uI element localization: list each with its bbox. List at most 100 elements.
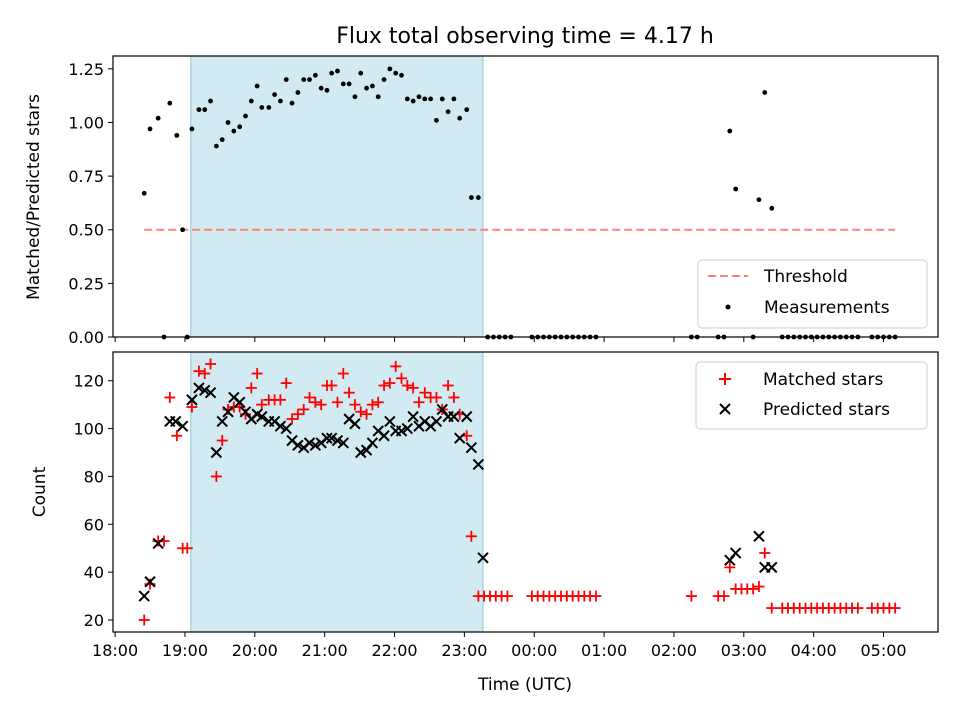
matched-star-point — [144, 578, 156, 590]
matched-star-point — [349, 399, 361, 411]
measurement-point — [289, 100, 295, 106]
matched-star-point — [590, 590, 602, 602]
predicted-star-point — [309, 439, 322, 452]
predicted-star-point — [395, 425, 408, 437]
bottom-axes-frame — [112, 351, 939, 633]
y-tick-label: 120 — [73, 372, 104, 391]
predicted-star-point — [321, 432, 333, 444]
measurement-point — [451, 96, 457, 102]
top-y-ticks: 0.00 0.25 0.50 0.75 1.00 1.25 — [68, 60, 113, 347]
matched-star-point — [309, 396, 321, 408]
predicted-star-point — [256, 410, 268, 423]
measurement-point — [410, 98, 416, 104]
matched-star-point — [286, 413, 298, 425]
measurement-point — [434, 117, 439, 123]
predicted-stars-series — [138, 382, 778, 602]
matched-star-point — [753, 581, 765, 593]
measurement-point — [248, 98, 254, 104]
measurement-point — [340, 81, 346, 87]
measurement-point — [141, 190, 147, 196]
measurement-point — [167, 100, 173, 106]
x-tick-label: 18:00 — [92, 641, 138, 660]
measurement-point — [174, 132, 180, 138]
measurement-point — [272, 92, 278, 98]
measurement-point — [301, 77, 307, 82]
top-x-ticks — [114, 337, 885, 342]
measurement-point — [231, 128, 237, 134]
matched-star-point — [372, 396, 384, 408]
predicted-star-point — [337, 437, 349, 449]
measurement-point — [375, 94, 381, 100]
predicted-star-point — [274, 420, 287, 432]
measurement-point — [422, 96, 428, 102]
predicted-star-point — [138, 590, 150, 602]
measurement-point — [278, 98, 283, 104]
x-tick-label: 23:00 — [441, 641, 487, 660]
measurement-point — [404, 96, 410, 102]
measurement-point — [369, 83, 375, 89]
measurement-point — [225, 120, 231, 125]
bottom-y-ticks: 20 40 60 80 100 120 — [73, 372, 113, 630]
bottom-legend-box — [695, 361, 928, 430]
measurement-point — [208, 98, 213, 104]
matched-star-point — [193, 365, 205, 377]
matched-star-point — [274, 394, 286, 406]
matched-star-point — [390, 360, 402, 372]
x-tick-label: 05:00 — [860, 641, 906, 660]
predicted-star-point — [430, 415, 443, 428]
matched-star-point — [186, 401, 198, 413]
measurement-point — [335, 68, 340, 74]
matched-star-point — [331, 396, 343, 408]
matched-star-point — [138, 614, 150, 626]
x-tick-label: 00:00 — [511, 641, 557, 660]
matched-star-point — [315, 399, 327, 411]
predicted-star-point — [204, 386, 217, 399]
measurement-point — [381, 77, 387, 82]
top-legend: Threshold Measurements — [697, 259, 928, 329]
top-axes-frame — [112, 55, 939, 338]
y-tick-label: 100 — [73, 420, 104, 439]
predicted-star-point — [448, 410, 460, 423]
legend-predicted-swatch — [719, 403, 731, 415]
x-tick-label: 20:00 — [232, 641, 278, 660]
legend-measurements-label: Measurements — [764, 298, 890, 318]
y-tick-label: 0.00 — [68, 328, 104, 347]
y-tick-label: 40 — [84, 563, 104, 582]
predicted-star-point — [472, 458, 485, 471]
x-tick-label: 02:00 — [651, 641, 697, 660]
matched-star-point — [724, 561, 736, 573]
shaded-observing-span — [190, 351, 484, 633]
measurement-point — [733, 186, 739, 192]
predicted-star-point — [378, 430, 390, 442]
predicted-star-point — [454, 432, 466, 444]
measurement-point — [155, 115, 161, 121]
measurement-point — [259, 105, 265, 110]
matched-star-point — [465, 530, 477, 542]
matched-star-point — [245, 382, 257, 394]
predicted-star-point — [477, 552, 489, 564]
measurement-point — [237, 124, 243, 130]
y-tick-label: 0.25 — [68, 274, 104, 293]
measurement-point — [756, 197, 762, 203]
predicted-star-point — [325, 432, 338, 444]
x-tick-label: 01:00 — [581, 641, 627, 660]
predicted-star-point — [753, 530, 765, 542]
predicted-star-point — [303, 437, 316, 449]
measurement-point — [416, 94, 422, 100]
measurement-point — [468, 195, 474, 200]
matched-star-point — [889, 602, 901, 614]
measurement-point — [329, 70, 335, 76]
matched-star-point — [292, 408, 304, 420]
y-tick-label: 1.00 — [68, 113, 104, 132]
measurement-point — [475, 195, 481, 200]
matched-star-point — [384, 377, 396, 389]
measurement-point — [307, 77, 312, 82]
bottom-x-ticks: 18:00 19:00 20:00 21:00 22:00 23:00 00:00 01:00… — [92, 632, 907, 660]
measurement-point — [180, 227, 186, 233]
measurement-point — [243, 113, 248, 119]
x-tick-label: 03:00 — [721, 641, 767, 660]
measurement-point — [324, 87, 330, 93]
predicted-star-point — [349, 418, 361, 430]
predicted-star-point — [407, 410, 419, 423]
y-tick-label: 20 — [84, 611, 104, 630]
